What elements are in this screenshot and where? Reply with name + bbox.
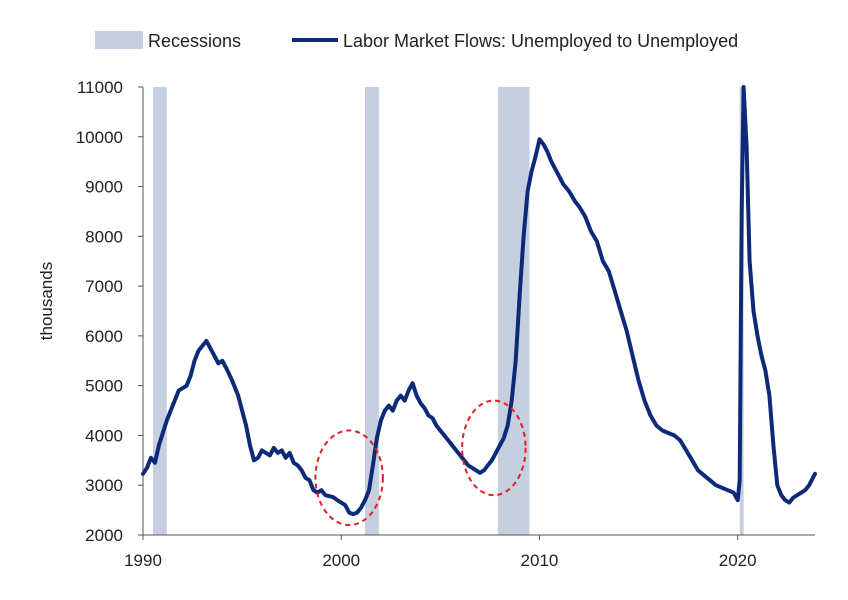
y-tick-label: 2000 — [85, 526, 123, 545]
y-tick-label: 3000 — [85, 476, 123, 495]
tick-labels: 2000 3000 4000 5000 6000 7000 8000 9000 10000 110… — [76, 78, 757, 570]
annotation-ellipse-0 — [314, 429, 384, 527]
series — [141, 85, 817, 517]
x-tick-label: 1990 — [124, 551, 162, 570]
y-tick-label: 8000 — [85, 227, 123, 246]
annotations — [314, 399, 527, 527]
annotation-ellipse-1 — [461, 399, 527, 497]
legend-label-flows: Labor Market Flows: Unemployed to Unempl… — [343, 31, 738, 51]
recession-band-1 — [365, 87, 379, 535]
recession-bands — [152, 87, 744, 535]
y-axis-title: thousands — [37, 262, 56, 340]
x-tick-label: 2000 — [322, 551, 360, 570]
y-tick-label: 6000 — [85, 327, 123, 346]
y-tick-label: 11000 — [77, 78, 123, 97]
series-line-0 — [141, 85, 817, 517]
y-tick-label: 10000 — [76, 128, 123, 147]
legend-label-recessions: Recessions — [148, 31, 241, 51]
x-tick-label: 2020 — [719, 551, 757, 570]
y-tick-label: 9000 — [85, 178, 123, 197]
axes — [142, 87, 815, 536]
y-tick-label: 7000 — [85, 277, 123, 296]
y-tick-label: 5000 — [85, 377, 123, 396]
y-tick-label: 4000 — [85, 426, 123, 445]
recession-band-2 — [497, 87, 530, 535]
legend: Recessions Labor Market Flows: Unemploye… — [95, 31, 738, 51]
recession-band-0 — [152, 87, 167, 535]
legend-swatch-recessions — [95, 31, 143, 49]
x-tick-label: 2010 — [521, 551, 559, 570]
